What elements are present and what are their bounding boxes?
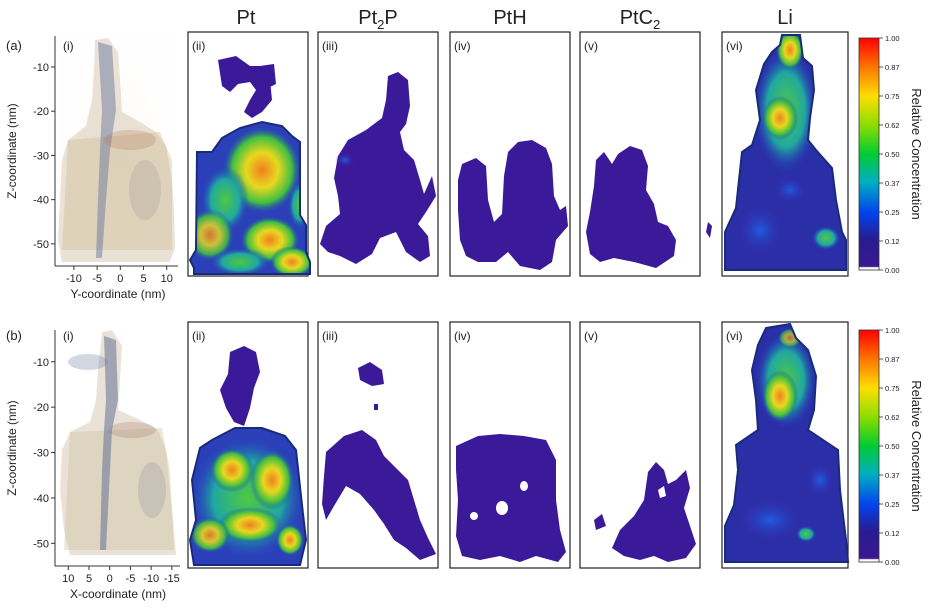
- y-tick-label: -40: [33, 195, 49, 207]
- colorbar-tick: 0.00: [885, 266, 900, 275]
- column-title: Pt: [237, 7, 256, 29]
- panel-label: (iv): [454, 39, 471, 53]
- y-tick-label: -30: [33, 150, 49, 162]
- y-tick-label: -20: [33, 402, 49, 414]
- y-tick-label: -30: [33, 448, 49, 460]
- panel-b-pth: [449, 321, 571, 569]
- colorbar-title-b: Relative Concentration: [909, 380, 924, 512]
- row-b: -10-20-30-40-50Z-coordinate (nm) 10 5 0 -5-…: [5, 321, 850, 601]
- x-ticks-a: -10 -5 0 5 10 Y-coordinate (nm): [66, 266, 173, 301]
- y-ticks-b: -10 -20 -30 -40 -50 Z-coordinate (nm): [5, 357, 55, 550]
- colorbar-b: 1.00 0.87 0.75 0.62 0.50 0.37 0.25 0.12 0.00 Rel…: [858, 326, 924, 567]
- colorbar-tick: 0.25: [885, 208, 900, 217]
- panel-label: (i): [63, 39, 74, 53]
- column-title: Li: [777, 7, 793, 29]
- colorbar-tick: 0.75: [885, 384, 900, 393]
- panel-label: (iv): [454, 329, 471, 343]
- colorbar-tick: 0.62: [885, 121, 900, 130]
- colorbar-a: 1.00 0.87 0.75 0.62 0.50 0.37 0.25 0.12 0.00 Rel…: [858, 34, 924, 275]
- x-tick-label: 0: [117, 273, 123, 285]
- x-axis-title: Y-coordinate (nm): [71, 287, 166, 301]
- colorbar-tick: 1.00: [885, 34, 900, 43]
- colorbar-tick: 0.37: [885, 471, 900, 480]
- y-tick-label: -20: [33, 106, 49, 118]
- x-tick-label: -5: [92, 273, 102, 285]
- panel-label: (ii): [192, 39, 205, 53]
- colorbar-tick: 0.12: [885, 529, 900, 538]
- y-ticks-a: -10 -20 -30 -40 -50 Z-coordinate (nm): [5, 62, 55, 251]
- atom-map-b: [60, 330, 176, 555]
- panel-label: (ii): [192, 329, 205, 343]
- colorbar-tick: 0.12: [885, 237, 900, 246]
- colorbar-tick: 0.00: [885, 558, 900, 567]
- row-label: (b): [6, 328, 22, 343]
- panel-b-ptc2: [579, 321, 701, 569]
- colorbar-tick: 1.00: [885, 326, 900, 335]
- x-ticks-b: 10 5 0 -5 -10 -15 X-coordinate (nm): [62, 566, 180, 601]
- panel-label: (v): [584, 329, 598, 343]
- row-a: -10-20-30-40-50Z-coordinate (nm) -10 -5 0 5…: [5, 31, 849, 301]
- colorbar-tick: 0.62: [885, 413, 900, 422]
- panel-b-li: [721, 321, 850, 569]
- panel-a-li: [721, 31, 849, 277]
- panel-label: (iii): [322, 39, 338, 53]
- panel-label: (iii): [322, 329, 338, 343]
- y-tick-label: -10: [33, 62, 49, 74]
- panel-a-ptc2: [579, 31, 712, 277]
- y-axis-title: Z-coordinate (nm): [5, 400, 19, 495]
- x-tick-label: -5: [126, 573, 136, 585]
- panel-b-pt2p: [317, 321, 439, 569]
- x-tick-label: -10: [143, 573, 159, 585]
- panel-label: (i): [63, 329, 74, 343]
- colorbar-title-a: Relative Concentration: [909, 88, 924, 220]
- colorbar-tick: 0.75: [885, 92, 900, 101]
- y-axis-title: Z-coordinate (nm): [5, 103, 19, 198]
- panel-a-pt2p: [317, 31, 439, 277]
- panel-a-pt: [187, 31, 311, 277]
- colorbar-tick: 0.87: [885, 63, 900, 72]
- x-tick-label: 10: [62, 573, 74, 585]
- colorbar-tick: 0.50: [885, 150, 900, 159]
- axis-b: [54, 330, 180, 567]
- y-tick-label: -50: [33, 239, 49, 251]
- column-title: PtH: [493, 7, 526, 29]
- column-title: Pt2P: [358, 7, 397, 32]
- colorbar-tick: 0.50: [885, 442, 900, 451]
- panel-labels: (a) (i) (ii) (iii) (iv) (v) (vi) (b) (i) (ii) (iii…: [6, 38, 743, 343]
- axis-a: [54, 36, 178, 267]
- x-axis-title: X-coordinate (nm): [70, 587, 166, 601]
- x-tick-label: -15: [164, 573, 180, 585]
- y-tick-label: -10: [33, 357, 49, 369]
- x-tick-label: 0: [107, 573, 113, 585]
- panel-label: (vi): [726, 39, 743, 53]
- x-tick-label: 10: [161, 273, 173, 285]
- panel-label: (v): [584, 39, 598, 53]
- x-tick-label: -10: [66, 273, 82, 285]
- colorbar-tick: 0.25: [885, 500, 900, 509]
- atom-map-a: [58, 36, 176, 266]
- panel-b-pt: [187, 321, 309, 569]
- x-tick-label: 5: [86, 573, 92, 585]
- panel-label: (vi): [726, 329, 743, 343]
- colorbar-tick: 0.37: [885, 179, 900, 188]
- column-title: PtC2: [620, 7, 661, 32]
- y-tick-label: -40: [33, 493, 49, 505]
- x-tick-label: 5: [140, 273, 146, 285]
- colorbar-tick: 0.87: [885, 355, 900, 364]
- row-label: (a): [6, 38, 22, 53]
- y-tick-label: -50: [33, 538, 49, 550]
- column-titles: Pt Pt2P PtH PtC2 Li: [237, 7, 793, 32]
- panel-a-pth: [449, 31, 571, 277]
